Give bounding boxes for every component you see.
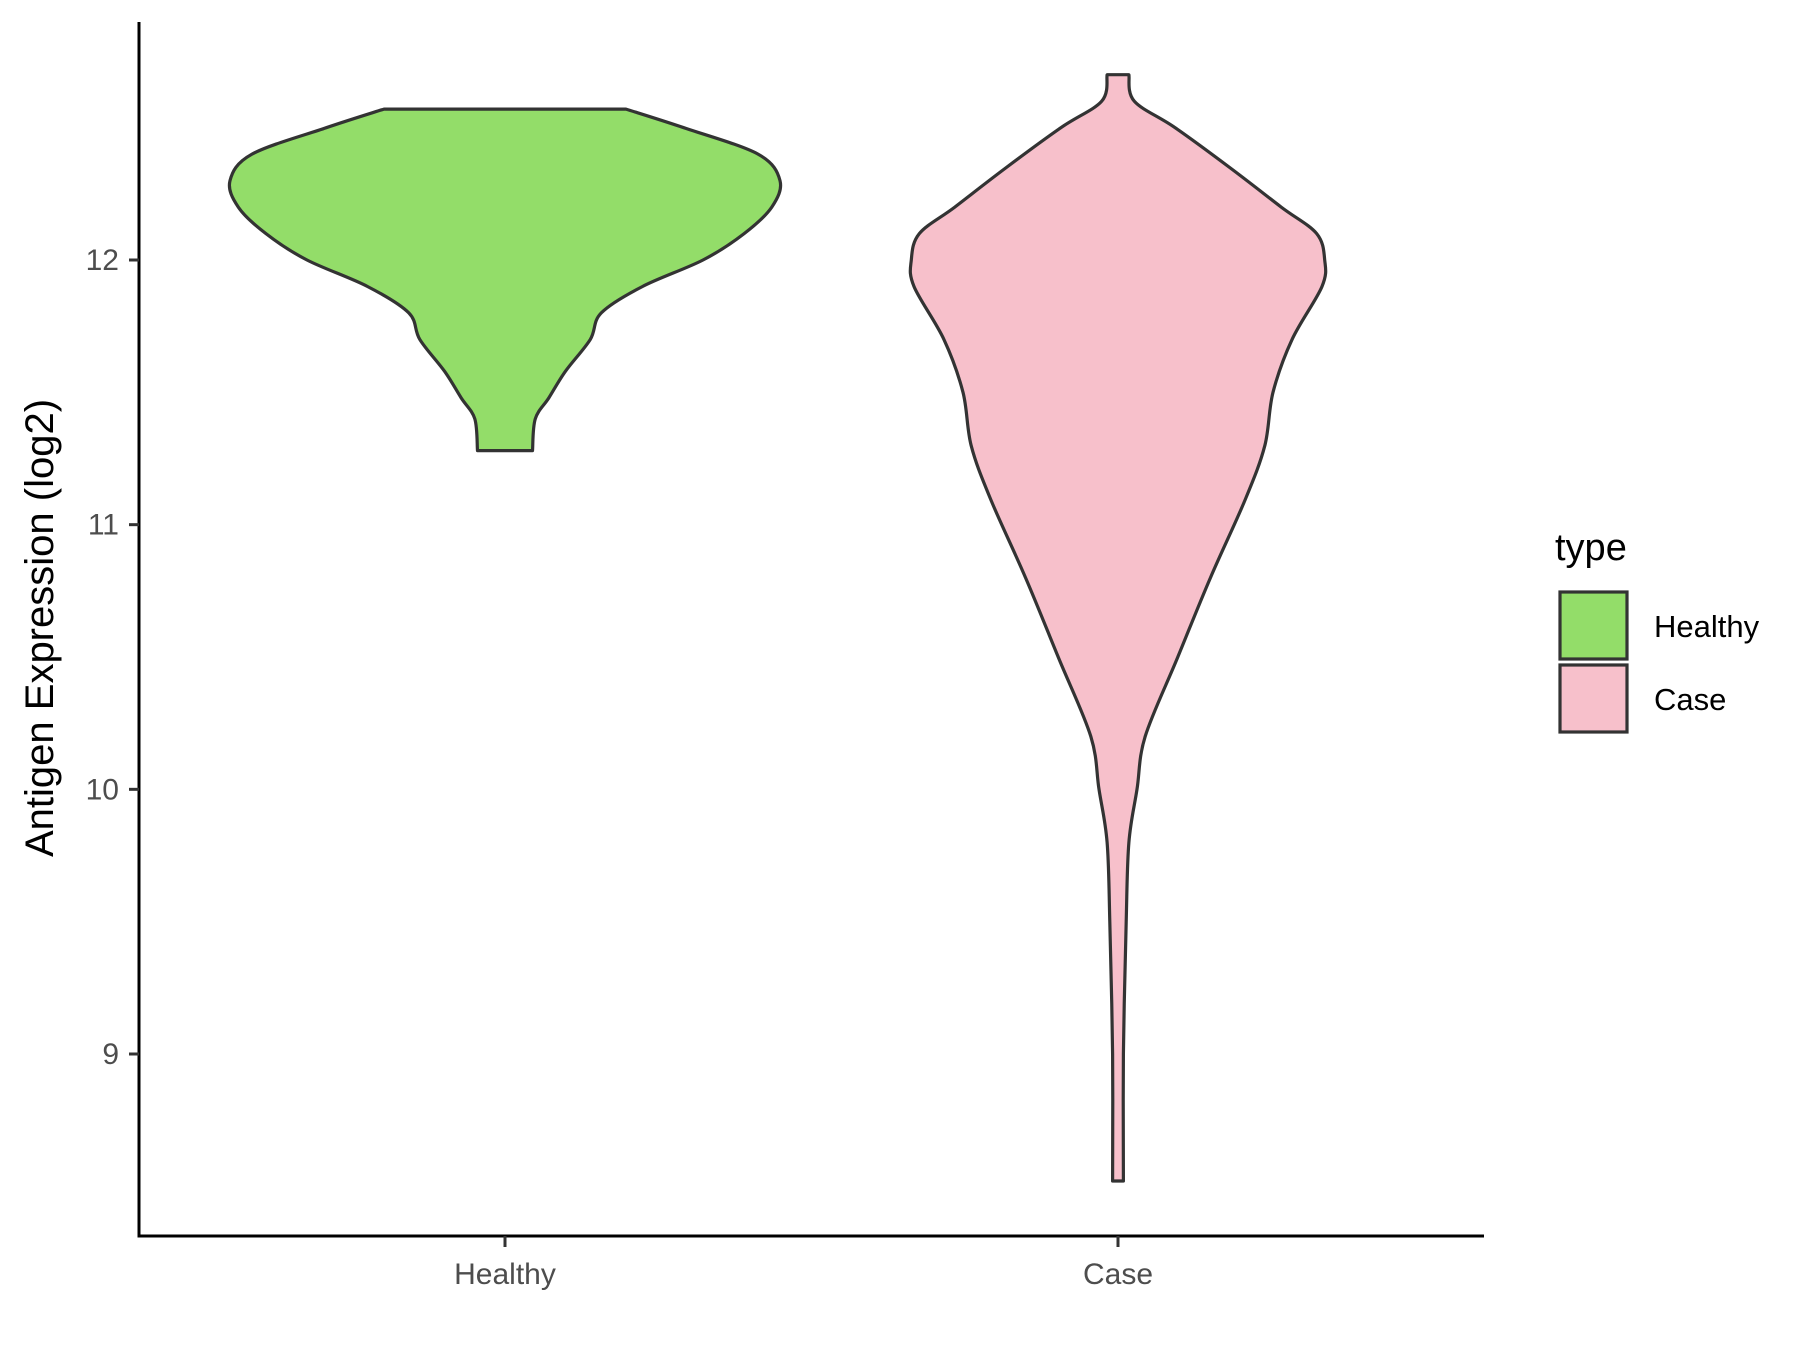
x-tick-label-case: Case (1083, 1258, 1153, 1291)
y-axis: 9 10 11 12 (86, 244, 139, 1071)
y-tick-label: 11 (88, 509, 119, 542)
y-tick-label: 10 (86, 773, 119, 806)
violins-layer (227, 73, 1328, 1183)
x-axis: Healthy Case (454, 1236, 1153, 1291)
legend: type Healthy Case (1555, 527, 1760, 734)
violin-healthy (227, 107, 783, 453)
legend-label-healthy: Healthy (1654, 609, 1760, 644)
legend-swatch-case (1558, 663, 1629, 734)
legend-swatch-healthy (1558, 590, 1629, 661)
axis-lines (137, 22, 1484, 1238)
violin-case (908, 73, 1328, 1183)
legend-title: type (1555, 527, 1627, 569)
y-tick-label: 9 (102, 1038, 119, 1071)
y-tick-label: 12 (86, 244, 119, 277)
legend-label-case: Case (1654, 682, 1726, 717)
x-tick-label-healthy: Healthy (454, 1258, 556, 1291)
y-axis-title: Antigen Expression (log2) (18, 399, 62, 857)
